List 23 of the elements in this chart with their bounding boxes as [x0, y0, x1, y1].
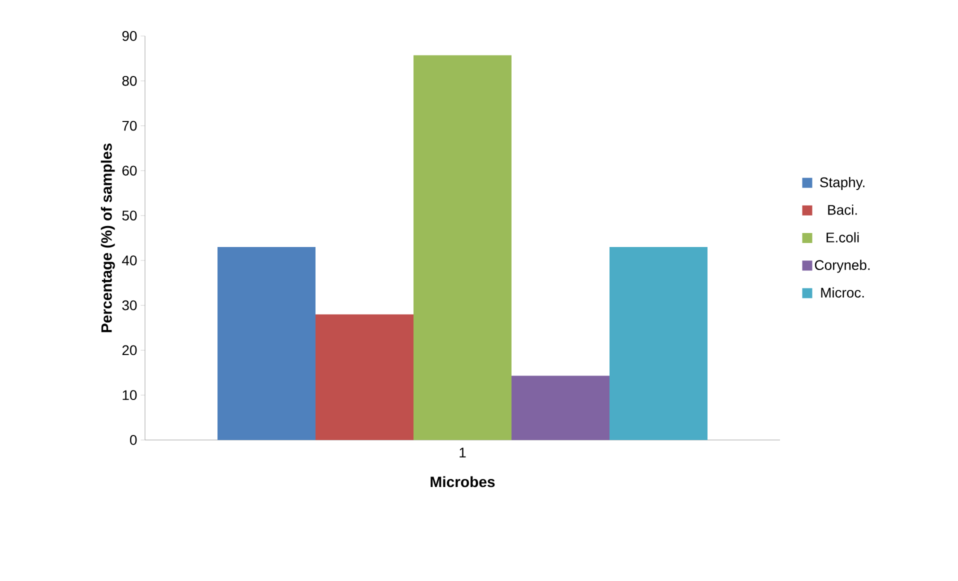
legend-label: E.coli [826, 232, 859, 242]
y-axis-title: Percentage (%) of samples [100, 144, 115, 332]
x-axis-title: Microbes [430, 476, 495, 488]
y-tick-label: 40 [122, 255, 137, 266]
y-tick-label: 20 [122, 345, 137, 356]
bar [414, 55, 512, 440]
y-tick-label: 70 [122, 120, 137, 131]
legend-label: Baci. [828, 204, 857, 215]
y-tick-label: 80 [122, 76, 137, 86]
y-tick-label: 60 [122, 166, 137, 176]
y-tick-label: 30 [122, 300, 137, 310]
bar [218, 246, 316, 440]
y-tick-label: 50 [122, 210, 137, 220]
legend-label: Microc. [821, 287, 864, 298]
y-tick-label: 10 [122, 390, 137, 400]
y-tick-label: 90 [122, 31, 137, 41]
y-tick-label: 0 [130, 435, 137, 445]
bar [316, 314, 414, 440]
legend-label: Staphy. [820, 177, 864, 190]
x-tick-label: 1 [460, 448, 466, 458]
legend-label: Coryneb. [814, 260, 870, 273]
bar [512, 376, 610, 440]
bar [610, 246, 708, 440]
